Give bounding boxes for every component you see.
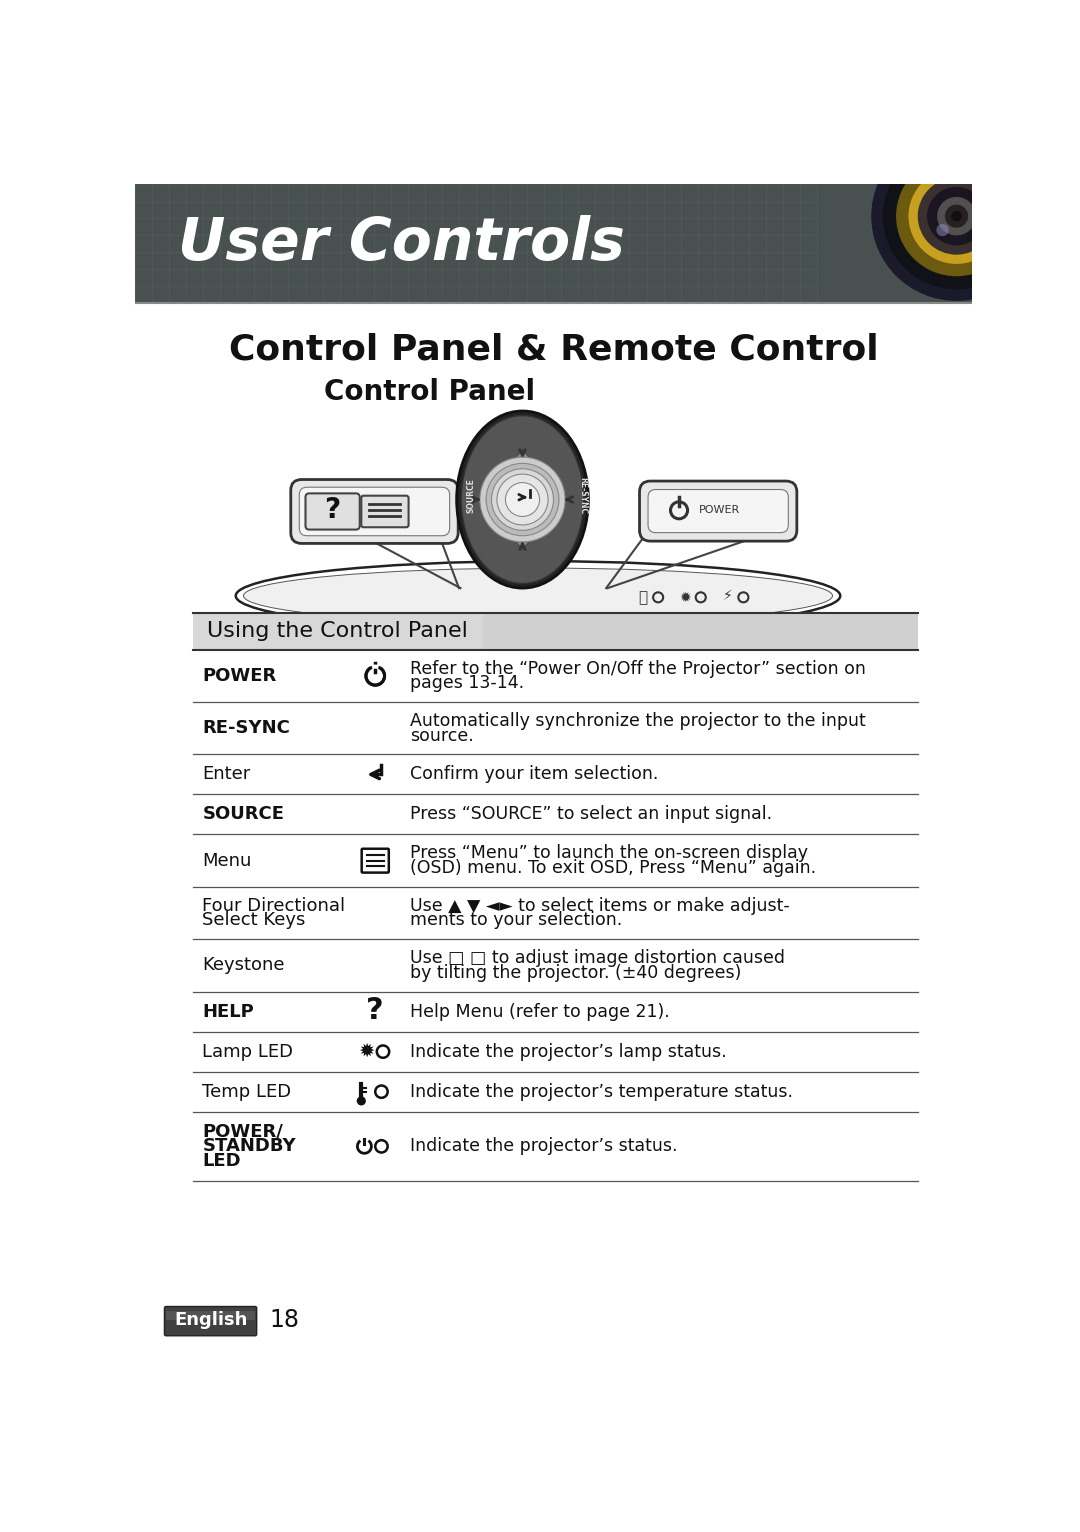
- FancyBboxPatch shape: [362, 496, 408, 527]
- Polygon shape: [542, 481, 569, 519]
- Text: ?: ?: [325, 496, 340, 524]
- FancyBboxPatch shape: [299, 487, 449, 536]
- Text: Indicate the projector’s lamp status.: Indicate the projector’s lamp status.: [410, 1043, 727, 1060]
- Text: HELP: HELP: [202, 1002, 254, 1020]
- FancyBboxPatch shape: [193, 613, 483, 650]
- FancyBboxPatch shape: [193, 613, 918, 650]
- Text: Press “SOURCE” to select an input signal.: Press “SOURCE” to select an input signal…: [410, 806, 772, 824]
- Text: ⚡: ⚡: [723, 590, 732, 604]
- FancyBboxPatch shape: [166, 1311, 255, 1321]
- Polygon shape: [496, 519, 550, 550]
- Text: Lamp LED: Lamp LED: [202, 1043, 294, 1060]
- Ellipse shape: [243, 568, 833, 624]
- Text: Four Directional: Four Directional: [202, 896, 346, 915]
- Text: POWER: POWER: [699, 506, 741, 515]
- Text: by tilting the projector. (±40 degrees): by tilting the projector. (±40 degrees): [410, 964, 742, 982]
- Polygon shape: [496, 449, 550, 481]
- Text: Temp LED: Temp LED: [202, 1083, 292, 1100]
- Circle shape: [497, 473, 548, 525]
- Text: Use □ □ to adjust image distortion caused: Use □ □ to adjust image distortion cause…: [410, 950, 785, 967]
- Circle shape: [918, 178, 996, 254]
- Text: ments to your selection.: ments to your selection.: [410, 912, 622, 930]
- Text: Select Keys: Select Keys: [202, 912, 306, 930]
- Circle shape: [872, 132, 1042, 300]
- Text: SOURCE: SOURCE: [467, 478, 475, 513]
- Circle shape: [486, 463, 559, 536]
- Text: Keystone: Keystone: [202, 956, 285, 974]
- Circle shape: [480, 457, 565, 542]
- FancyBboxPatch shape: [291, 480, 458, 544]
- Text: POWER: POWER: [202, 666, 276, 685]
- Ellipse shape: [461, 415, 583, 584]
- Ellipse shape: [457, 411, 589, 588]
- Text: User Controls: User Controls: [177, 214, 624, 273]
- Circle shape: [936, 224, 948, 236]
- Text: RE-SYNC: RE-SYNC: [578, 476, 588, 515]
- Circle shape: [491, 469, 554, 530]
- Text: Refer to the “Power On/Off the Projector” section on: Refer to the “Power On/Off the Projector…: [410, 660, 866, 677]
- Text: Menu: Menu: [202, 852, 252, 870]
- Text: Enter: Enter: [202, 766, 251, 783]
- Text: STANDBY: STANDBY: [202, 1137, 296, 1155]
- Circle shape: [937, 198, 976, 236]
- FancyBboxPatch shape: [362, 849, 389, 873]
- Text: SOURCE: SOURCE: [202, 806, 284, 824]
- Text: RE-SYNC: RE-SYNC: [202, 719, 291, 737]
- Text: Help Menu (refer to page 21).: Help Menu (refer to page 21).: [410, 1002, 670, 1020]
- Text: Automatically synchronize the projector to the input: Automatically synchronize the projector …: [410, 712, 866, 729]
- Text: Press “Menu” to launch the on-screen display: Press “Menu” to launch the on-screen dis…: [410, 844, 808, 863]
- Text: Control Panel & Remote Control: Control Panel & Remote Control: [229, 332, 878, 366]
- Circle shape: [505, 483, 540, 516]
- Ellipse shape: [235, 561, 840, 631]
- FancyBboxPatch shape: [306, 493, 360, 530]
- Text: LED: LED: [202, 1152, 241, 1170]
- Circle shape: [908, 169, 1004, 264]
- Circle shape: [951, 211, 962, 222]
- FancyBboxPatch shape: [648, 490, 788, 533]
- Text: ⏻: ⏻: [638, 590, 647, 605]
- Text: Indicate the projector’s temperature status.: Indicate the projector’s temperature sta…: [410, 1083, 793, 1100]
- Text: Indicate the projector’s status.: Indicate the projector’s status.: [410, 1137, 677, 1155]
- FancyBboxPatch shape: [164, 1307, 257, 1336]
- FancyBboxPatch shape: [135, 184, 972, 303]
- Text: ✹: ✹: [357, 1042, 374, 1062]
- Text: 18: 18: [269, 1308, 299, 1331]
- Text: Control Panel: Control Panel: [324, 378, 535, 406]
- Polygon shape: [476, 481, 503, 519]
- Text: Using the Control Panel: Using the Control Panel: [207, 620, 468, 642]
- Circle shape: [896, 156, 1017, 276]
- Circle shape: [357, 1097, 365, 1105]
- FancyBboxPatch shape: [639, 481, 797, 541]
- Text: ?: ?: [366, 996, 384, 1025]
- Text: Confirm your item selection.: Confirm your item selection.: [410, 766, 659, 783]
- Circle shape: [882, 142, 1030, 290]
- Text: English: English: [174, 1310, 247, 1328]
- Text: POWER/: POWER/: [202, 1123, 283, 1141]
- Circle shape: [927, 187, 986, 245]
- Text: source.: source.: [410, 726, 474, 745]
- Circle shape: [945, 205, 968, 228]
- Text: ✹: ✹: [679, 590, 691, 604]
- Text: (OSD) menu. To exit OSD, Press “Menu” again.: (OSD) menu. To exit OSD, Press “Menu” ag…: [410, 859, 816, 876]
- Text: pages 13-14.: pages 13-14.: [410, 674, 524, 692]
- Text: Use ▲ ▼ ◄► to select items or make adjust-: Use ▲ ▼ ◄► to select items or make adjus…: [410, 896, 789, 915]
